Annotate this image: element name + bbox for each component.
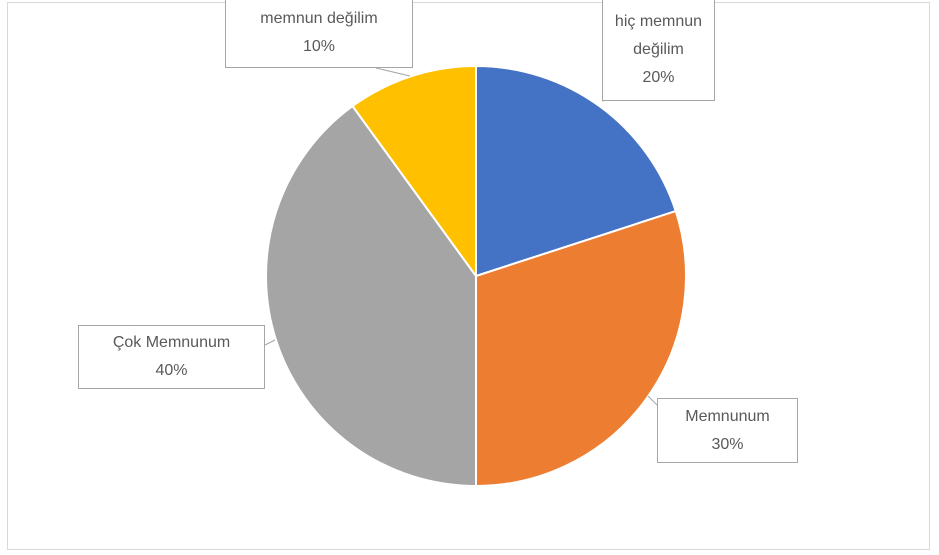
category-label: memnun değilim: [260, 10, 378, 27]
value-label: 20%: [642, 68, 675, 86]
chart-frame: [7, 2, 930, 550]
pie-slice: [475, 64, 677, 278]
data-label: Çok Memnunum 40%: [78, 325, 265, 389]
data-label: Memnunum 30%: [657, 398, 798, 463]
leader-line: [375, 67, 411, 77]
pie-slice: [475, 209, 687, 488]
category-label: hiç memnun değilim: [614, 12, 703, 58]
data-label: hiç memnun değilim 20%: [602, 0, 715, 101]
value-label: 30%: [711, 435, 744, 453]
category-label: Çok Memnunum: [112, 334, 231, 351]
pie-slice: [351, 64, 477, 280]
category-label: Memnunum: [685, 407, 770, 425]
pie-slice: [265, 104, 477, 488]
leader-line: [647, 395, 658, 406]
data-label: memnun değilim 10%: [225, 0, 413, 68]
value-label: 40%: [155, 362, 188, 379]
leader-line: [264, 339, 276, 346]
value-label: 10%: [302, 38, 336, 55]
